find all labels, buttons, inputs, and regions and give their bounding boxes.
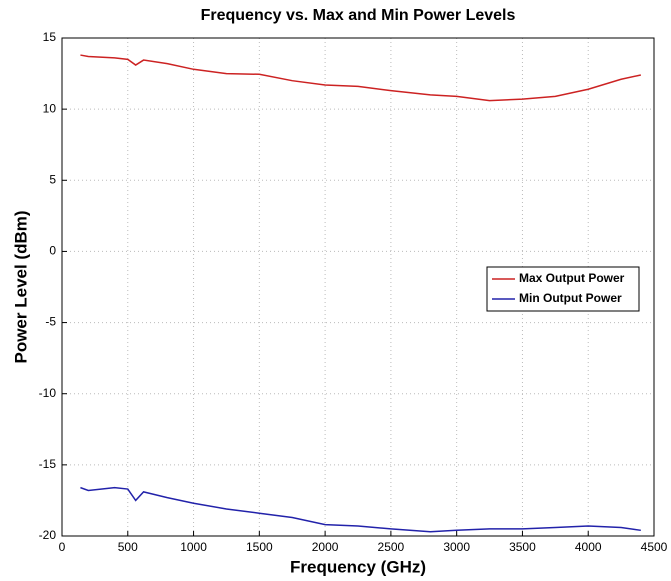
plot-frame	[61, 37, 655, 537]
legend-label: Min Output Power	[519, 291, 622, 305]
x-tick-label: 2500	[378, 540, 405, 554]
x-tick-label: 1500	[246, 540, 273, 554]
x-tick-label: 0	[59, 540, 66, 554]
chart-title: Frequency vs. Max and Min Power Levels	[201, 7, 516, 24]
y-tick-label: 15	[43, 30, 57, 44]
x-tick-label: 3000	[443, 540, 470, 554]
x-tick-label: 4000	[575, 540, 602, 554]
x-tick-label: 2000	[312, 540, 339, 554]
y-tick-label: -20	[39, 528, 57, 542]
y-axis-label: Power Level (dBm)	[11, 210, 30, 363]
x-axis-label: Frequency (GHz)	[290, 557, 426, 576]
legend-box	[486, 266, 640, 312]
y-tick-label: 5	[49, 172, 56, 186]
series-line	[80, 54, 642, 102]
series-line	[80, 486, 641, 533]
x-tick-label: 4500	[641, 540, 668, 554]
x-tick-label: 1000	[180, 540, 207, 554]
y-tick-label: 0	[49, 244, 56, 258]
y-tick-label: -5	[45, 315, 56, 329]
y-tick-label: -10	[39, 386, 57, 400]
x-tick-label: 500	[118, 540, 138, 554]
y-tick-label: 10	[43, 101, 57, 115]
x-tick-label: 3500	[509, 540, 536, 554]
y-tick-label: -15	[39, 457, 57, 471]
legend-label: Max Output Power	[519, 271, 625, 285]
